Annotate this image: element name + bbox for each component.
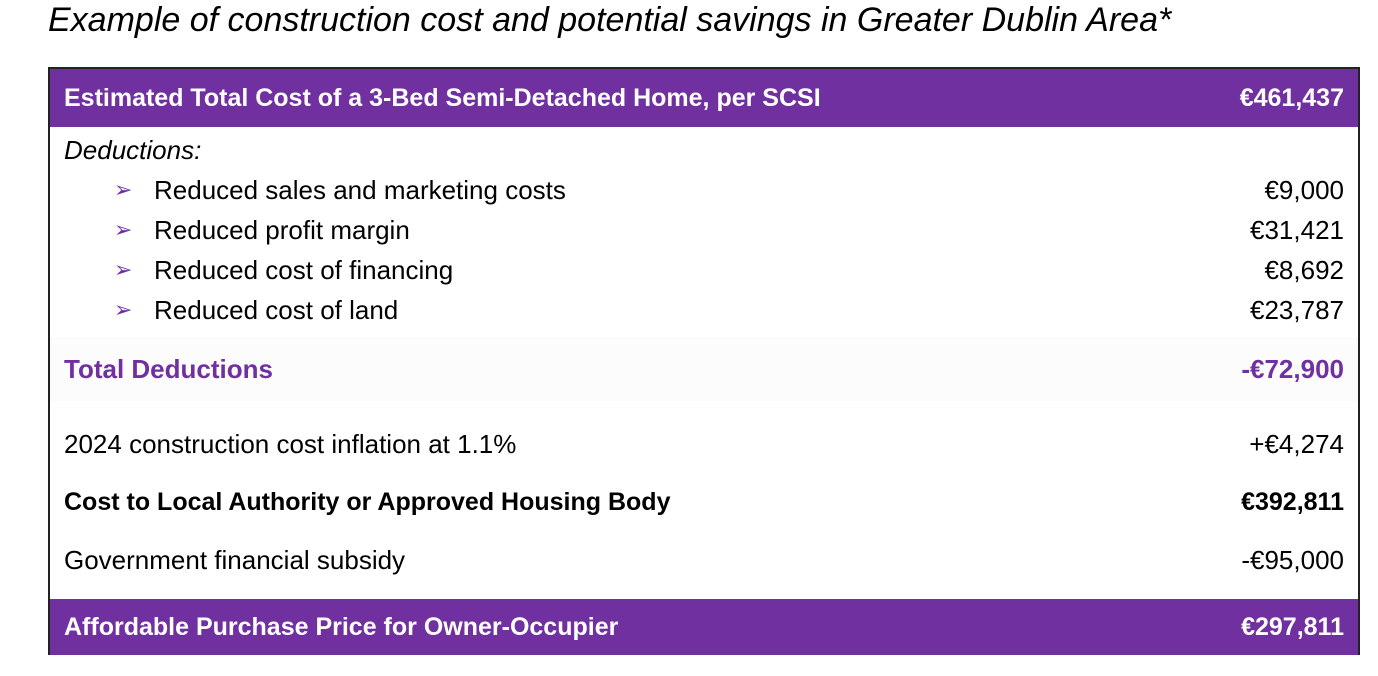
deduction-row: ➢ Reduced cost of financing €8,692 <box>50 250 1358 290</box>
deduction-row: ➢ Reduced cost of land €23,787 <box>50 290 1358 330</box>
footer-row: Affordable Purchase Price for Owner-Occu… <box>50 599 1358 655</box>
deductions-heading-row: Deductions: <box>50 131 1358 169</box>
header-label: Estimated Total Cost of a 3-Bed Semi-Det… <box>64 83 821 112</box>
cost-to-la-row: Cost to Local Authority or Approved Hous… <box>50 479 1358 525</box>
inflation-value: +€4,274 <box>1249 428 1344 459</box>
header-value: €461,437 <box>1239 83 1344 112</box>
deduction-row: ➢ Reduced sales and marketing costs €9,00… <box>50 170 1358 210</box>
deduction-label: Reduced cost of land <box>154 294 399 325</box>
cost-to-la-value: €392,811 <box>1241 487 1344 516</box>
inflation-row: 2024 construction cost inflation at 1.1%… <box>50 423 1358 465</box>
deduction-value: €9,000 <box>1264 174 1344 205</box>
cost-to-la-label: Cost to Local Authority or Approved Hous… <box>64 487 671 516</box>
inflation-label: 2024 construction cost inflation at 1.1% <box>64 428 517 459</box>
deduction-label: Reduced sales and marketing costs <box>154 174 566 205</box>
subsidy-label: Government financial subsidy <box>64 544 406 575</box>
footer-value: €297,811 <box>1241 612 1344 641</box>
deduction-value: €8,692 <box>1264 254 1344 285</box>
arrowhead-bullet-icon: ➢ <box>114 217 133 242</box>
footer-label: Affordable Purchase Price for Owner-Occu… <box>64 612 619 641</box>
deduction-label: Reduced cost of financing <box>154 254 454 285</box>
page-title: Example of construction cost and potenti… <box>48 1 1172 39</box>
deduction-value: €23,787 <box>1250 294 1344 325</box>
arrowhead-bullet-icon: ➢ <box>114 297 133 322</box>
header-row: Estimated Total Cost of a 3-Bed Semi-Det… <box>50 69 1358 127</box>
arrowhead-bullet-icon: ➢ <box>114 257 133 282</box>
cost-table: Estimated Total Cost of a 3-Bed Semi-Det… <box>48 67 1360 655</box>
deduction-label: Reduced profit margin <box>154 214 410 245</box>
subsidy-row: Government financial subsidy -€95,000 <box>50 539 1358 581</box>
deduction-row: ➢ Reduced profit margin €31,421 <box>50 210 1358 250</box>
deductions-label: Deductions: <box>64 134 202 165</box>
subsidy-value: -€95,000 <box>1241 544 1344 575</box>
total-deductions-value: -€72,900 <box>1241 353 1344 384</box>
total-deductions-label: Total Deductions <box>64 353 273 384</box>
arrowhead-bullet-icon: ➢ <box>114 177 133 202</box>
deduction-value: €31,421 <box>1250 214 1344 245</box>
total-deductions-row: Total Deductions -€72,900 <box>50 337 1358 401</box>
